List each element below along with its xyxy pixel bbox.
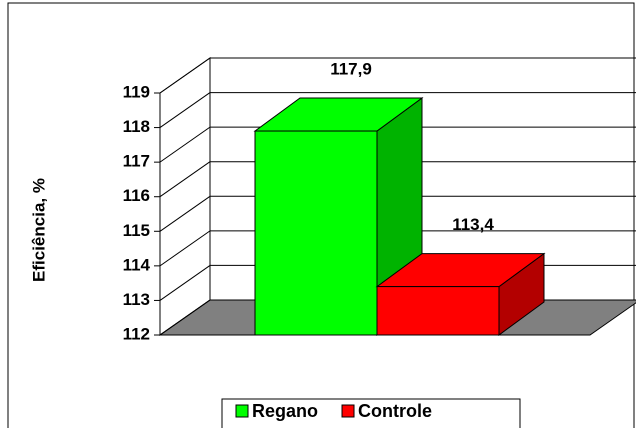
y-tick-label: 117 bbox=[123, 152, 150, 171]
y-axis-label: Eficiência, % bbox=[29, 178, 48, 282]
grid-line bbox=[159, 92, 211, 128]
grid-line bbox=[159, 299, 211, 336]
grid-line bbox=[159, 57, 211, 94]
legend-box bbox=[221, 398, 521, 428]
grid-line bbox=[159, 126, 211, 163]
grid-line bbox=[159, 265, 211, 301]
y-tick-label: 115 bbox=[123, 221, 150, 240]
grid-line bbox=[159, 230, 211, 267]
bar bbox=[254, 130, 378, 336]
legend-swatch bbox=[341, 404, 355, 418]
data-label: 113,4 bbox=[452, 215, 494, 234]
legend-label: Controle bbox=[358, 401, 432, 421]
y-tick-label: 112 bbox=[123, 324, 150, 343]
y-tick-label: 114 bbox=[123, 255, 151, 274]
y-tick-label: 113 bbox=[123, 290, 150, 309]
legend-swatch bbox=[235, 404, 249, 418]
grid-line bbox=[159, 195, 211, 232]
grid-line bbox=[159, 161, 211, 198]
y-tick-label: 118 bbox=[123, 117, 150, 136]
y-tick-label: 119 bbox=[123, 82, 150, 101]
bar bbox=[376, 286, 500, 336]
y-tick-label: 116 bbox=[123, 186, 150, 205]
data-label: 117,9 bbox=[330, 60, 372, 79]
legend-label: Regano bbox=[252, 401, 318, 421]
